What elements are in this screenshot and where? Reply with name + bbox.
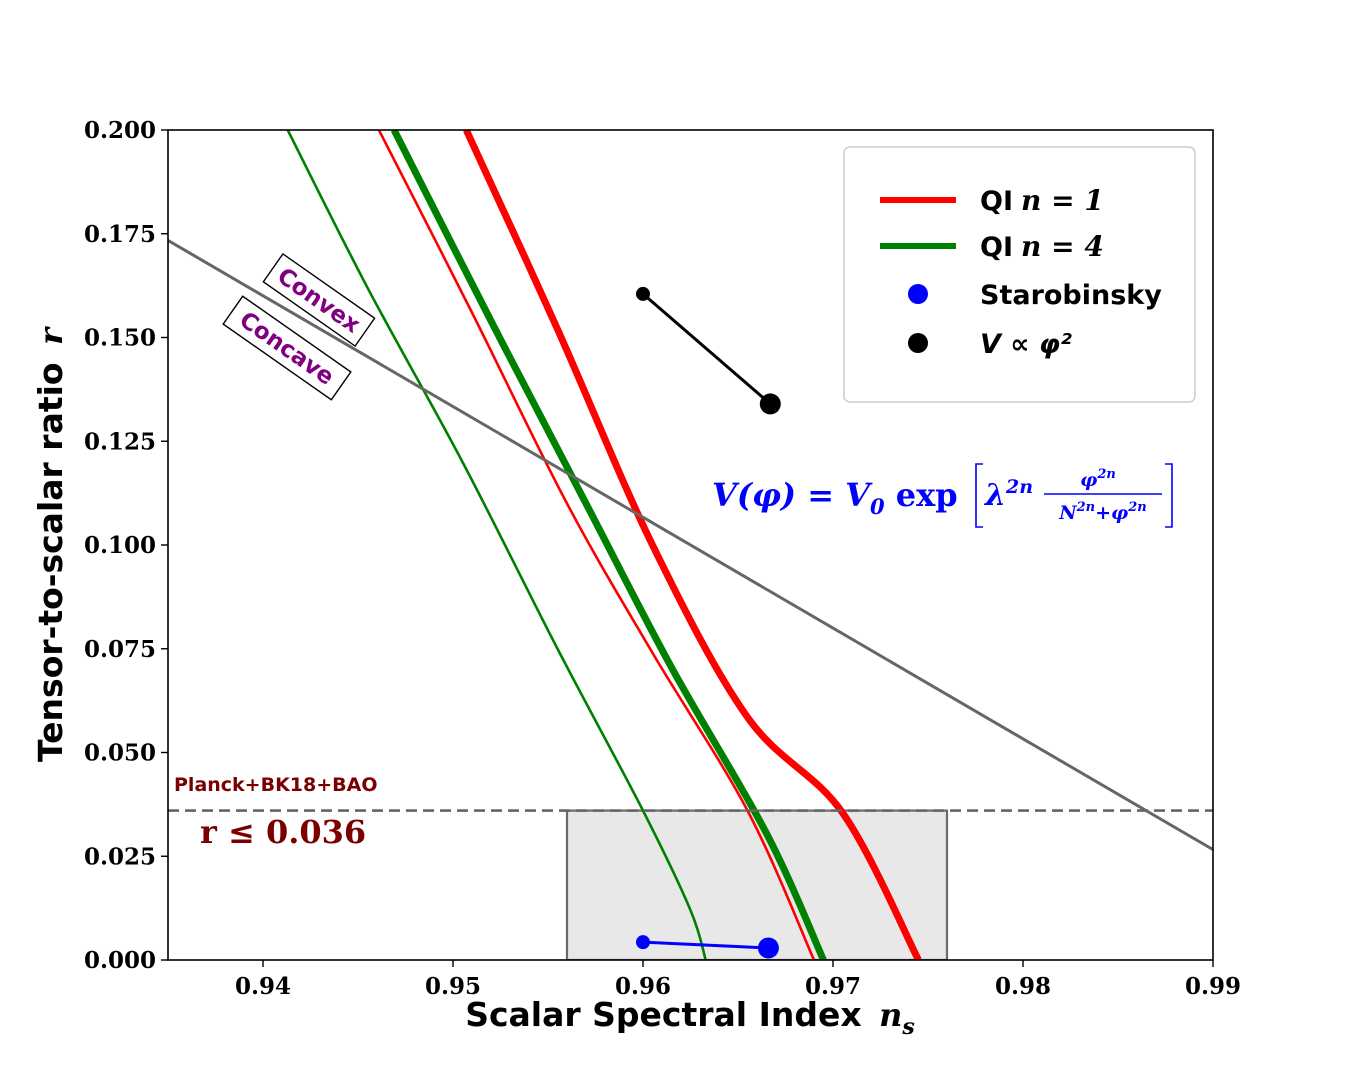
legend-label-qi-n4: QI n = 4 [980, 230, 1104, 263]
y-tick-label: 0.000 [84, 947, 156, 974]
svg-text:φ2n: φ2n [1080, 467, 1116, 491]
phi2-segment [642, 292, 772, 406]
y-tick-label: 0.100 [84, 532, 156, 559]
y-tick-label: 0.150 [84, 325, 156, 352]
starobinsky-point-large [757, 937, 779, 959]
potential-formula: V(φ) = V0 exp λ2n φ2n N2n+φ2n [712, 463, 1173, 528]
series-3-qi-n4-thin [286, 130, 707, 960]
legend-label-phi2: V ∝ φ² [980, 329, 1072, 360]
legend-frame [843, 146, 1196, 403]
x-tick-label: 0.94 [235, 973, 291, 1000]
y-tick-label: 0.050 [84, 740, 156, 767]
legend: QI n = 1 QI n = 4 Starobinsky V ∝ φ² [843, 146, 1196, 403]
x-tick-label: 0.96 [615, 973, 671, 1000]
series-0-qi-n1-thick [463, 130, 922, 960]
starobinsky-point-small [636, 935, 650, 950]
x-tick-label: 0.99 [1185, 973, 1241, 1000]
plot-area [168, 130, 1213, 960]
series-1-qi-n1-thin [377, 130, 816, 960]
series-2-qi-n4-thick [390, 130, 827, 960]
y-tick-label: 0.175 [84, 221, 156, 248]
x-tick-label: 0.95 [425, 973, 481, 1000]
phi2-point-small [636, 286, 650, 301]
legend-label-starobinsky: Starobinsky [980, 280, 1162, 311]
y-tick-label: 0.200 [84, 117, 156, 144]
phi2-point-large [759, 393, 781, 415]
legend-marker-starobinsky [908, 284, 928, 304]
legend-label-qi-n1: QI n = 1 [980, 184, 1104, 217]
x-tick-label: 0.98 [995, 973, 1051, 1000]
y-tick-label: 0.025 [84, 843, 156, 870]
y-axis-title: Tensor-to-scalar ratio r [31, 326, 70, 762]
x-tick-label: 0.97 [805, 973, 861, 1000]
starobinsky-segment [642, 940, 769, 950]
x-axis-title: Scalar Spectral Index ns [465, 995, 915, 1040]
svg-text:V(φ) = V0 exp: V(φ) = V0 exp [712, 476, 958, 519]
legend-marker-phi2 [908, 333, 928, 353]
svg-text:λ2n: λ2n [983, 476, 1033, 513]
axis-ticks: 0.94 0.95 0.96 0.97 0.98 0.99 0.000 0.025 0.050 0… [84, 117, 1241, 1000]
r-bound-label: r ≤ 0.036 [200, 813, 366, 851]
planck-label: Planck+BK18+BAO [174, 774, 378, 796]
y-tick-label: 0.125 [84, 428, 156, 455]
allowed-region [565, 809, 949, 960]
y-tick-label: 0.075 [84, 636, 156, 663]
svg-text:N2n+φ2n: N2n+φ2n [1058, 500, 1147, 524]
convex-concave-boundary-line [168, 239, 1213, 851]
